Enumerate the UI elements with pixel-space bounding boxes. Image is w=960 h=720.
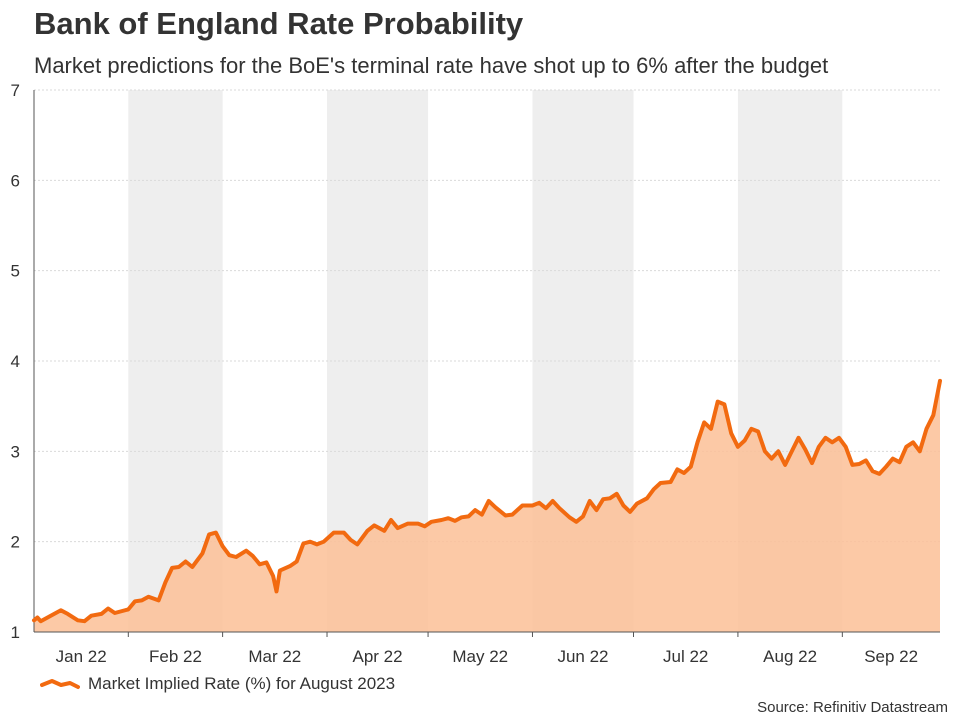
x-tick-label: Feb 22: [149, 647, 202, 666]
x-tick-label: Aug 22: [763, 647, 817, 666]
legend-line-icon: [40, 679, 80, 689]
legend-label: Market Implied Rate (%) for August 2023: [88, 674, 396, 693]
line-layer: [32, 378, 942, 624]
chart-svg: 1 2 3 4 5 6 7 Jan 22 Feb 22 Mar 22 Apr 22 May 22 Ju…: [11, 81, 942, 666]
y-tick-label: 3: [11, 442, 20, 461]
x-tick-label: Jan 22: [56, 647, 107, 666]
axes: [33, 90, 940, 637]
x-tick-label: Apr 22: [352, 647, 402, 666]
x-tick-label: Sep 22: [864, 647, 918, 666]
y-tick-label: 5: [11, 262, 20, 281]
y-tick-label: 1: [11, 623, 20, 642]
series-line: [32, 378, 942, 624]
y-tick-label: 6: [11, 171, 20, 190]
y-tick-label: 4: [11, 352, 20, 371]
y-tick-label: 2: [11, 533, 20, 552]
chart-title: Bank of England Rate Probability: [34, 6, 524, 41]
x-tick-label: Jul 22: [663, 647, 708, 666]
x-axis-labels: Jan 22 Feb 22 Mar 22 Apr 22 May 22 Jun 22 Jul …: [56, 647, 918, 666]
source-note: Source: Refinitiv Datastream: [757, 699, 948, 716]
x-tick-label: Mar 22: [248, 647, 301, 666]
y-tick-label: 7: [11, 81, 20, 100]
chart-subtitle: Market predictions for the BoE's termina…: [34, 53, 829, 78]
x-tick-label: May 22: [452, 647, 508, 666]
x-tick-label: Jun 22: [557, 647, 608, 666]
y-axis-labels: 1 2 3 4 5 6 7: [11, 81, 20, 642]
legend: Market Implied Rate (%) for August 2023: [40, 672, 395, 696]
